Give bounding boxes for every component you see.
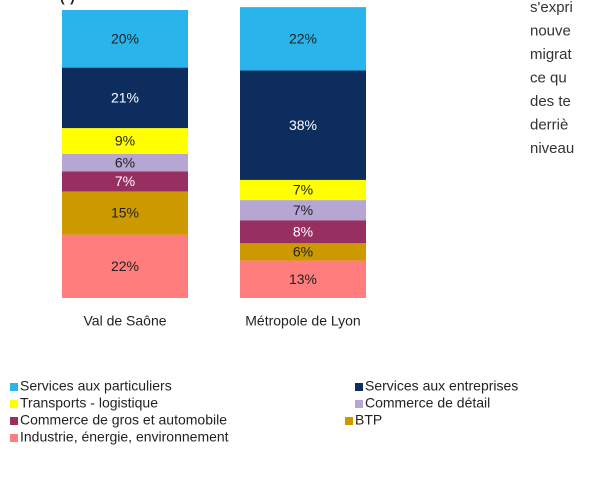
value-label: 8%: [293, 223, 313, 239]
bar-segment: [62, 191, 188, 235]
side-text: s'expri: [530, 0, 573, 16]
legend-swatch: [10, 383, 18, 391]
legend-label: Commerce de gros et automobile: [20, 412, 227, 428]
legend-label: Commerce de détail: [365, 395, 490, 411]
bar-segment: [240, 200, 366, 221]
bar-segment: [240, 70, 366, 180]
bar-segment: [62, 234, 188, 298]
value-label: 13%: [289, 271, 317, 287]
legend-swatch: [10, 434, 18, 442]
legend-swatch: [355, 400, 363, 408]
x-tick-label: Métropole de Lyon: [245, 313, 360, 329]
bar-segment: [240, 7, 366, 71]
value-label: 7%: [115, 173, 135, 189]
legend-swatch: [345, 417, 353, 425]
value-label: 7%: [293, 182, 313, 198]
value-label: 22%: [289, 31, 317, 47]
side-text: des te: [530, 93, 571, 110]
bar-segment: [62, 128, 188, 154]
chart-title: (*): [60, 0, 75, 5]
value-label: 38%: [289, 117, 317, 133]
x-tick-label: Val de Saône: [83, 313, 166, 329]
bar-segment: [62, 67, 188, 129]
value-label: 20%: [111, 31, 139, 47]
legend-label: BTP: [355, 412, 382, 428]
side-text: migrat: [530, 46, 573, 63]
legend-label: Industrie, énergie, environnement: [20, 429, 229, 445]
legend-swatch: [355, 383, 363, 391]
bar-segment: [62, 154, 188, 172]
value-label: 15%: [111, 205, 139, 221]
value-label: 7%: [293, 202, 313, 218]
value-label: 9%: [115, 133, 135, 149]
legend-label: Transports - logistique: [20, 395, 158, 411]
legend-swatch: [10, 417, 18, 425]
legend-label: Services aux entreprises: [365, 378, 518, 394]
bar-segment: [62, 10, 188, 68]
value-label: 6%: [293, 244, 313, 260]
legend-label: Services aux particuliers: [20, 378, 172, 394]
bar-segment: [240, 220, 366, 244]
side-text: derriè: [530, 116, 568, 133]
side-text: ce qu: [530, 69, 567, 86]
side-text: niveau: [530, 140, 574, 157]
bar-segment: [62, 171, 188, 192]
value-label: 22%: [111, 258, 139, 274]
value-label: 21%: [111, 90, 139, 106]
bar-segment: [240, 179, 366, 201]
side-text: nouve: [530, 22, 571, 39]
legend-swatch: [10, 400, 18, 408]
bar-segment: [240, 243, 366, 261]
bar-segment: [240, 260, 366, 298]
value-label: 6%: [115, 154, 135, 170]
